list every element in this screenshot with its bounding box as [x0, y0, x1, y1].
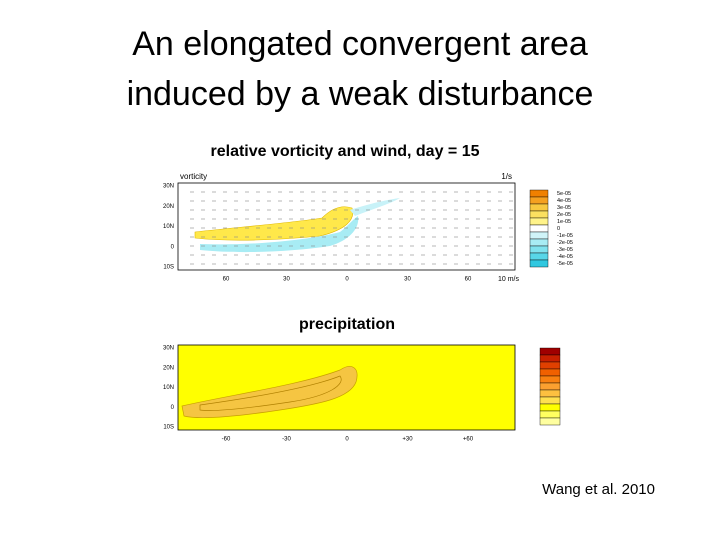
x-tick-label: -60	[222, 437, 231, 443]
colorbar-swatch	[529, 210, 549, 219]
y-tick-label: 10N	[163, 224, 174, 230]
plot-area	[177, 182, 516, 271]
colorbar-label: 3e-05	[557, 205, 571, 211]
colorbar-swatch	[539, 382, 561, 391]
colorbar-label: -4e-05	[557, 254, 573, 260]
colorbar-swatch	[529, 224, 549, 233]
colorbar-swatch	[539, 417, 561, 426]
y-tick-label: 30N	[163, 184, 174, 190]
x-tick-label: 0	[345, 437, 349, 443]
y-tick-label: 10S	[163, 265, 174, 271]
y-tick-label: 20N	[163, 204, 174, 210]
colorbar-swatch	[529, 189, 549, 198]
colorbar-swatch	[529, 231, 549, 240]
colorbar-label: -1e-05	[557, 233, 573, 239]
colorbar-label: -3e-05	[557, 247, 573, 253]
colorbar-swatch	[539, 368, 561, 377]
figure-title: precipitation	[299, 316, 395, 333]
x-tick-label: 0	[345, 277, 349, 283]
colorbar-label: 2e-05	[557, 212, 571, 218]
y-tick-label: 10N	[163, 385, 174, 391]
colorbar-swatch	[539, 389, 561, 398]
title-line: induced by a weak disturbance	[127, 75, 594, 113]
colorbar-label: 5e-05	[557, 191, 571, 197]
colorbar-swatch	[529, 203, 549, 212]
vorticity-positive	[194, 206, 354, 241]
colorbar-swatch	[539, 375, 561, 384]
colorbar-label: -2e-05	[557, 240, 573, 246]
title-line: An elongated convergent area	[132, 25, 588, 63]
colorbar-swatch	[539, 403, 561, 412]
y-tick-label: 0	[171, 244, 175, 250]
colorbar-swatch	[529, 196, 549, 205]
precip-contour	[199, 375, 342, 411]
colorbar-swatch	[529, 245, 549, 254]
vorticity-negative	[200, 216, 359, 253]
variable-label: vorticity	[180, 172, 207, 181]
y-tick-label: 10S	[163, 425, 174, 431]
x-tick-label: 60	[465, 277, 472, 283]
x-tick-label: +30	[402, 437, 413, 443]
colorbar-swatch	[539, 354, 561, 363]
vector-scale: 10 m/s	[498, 276, 520, 283]
colorbar-swatch	[539, 396, 561, 405]
x-tick-label: 60	[223, 277, 230, 283]
precip-contour	[181, 366, 358, 418]
figure-title: relative vorticity and wind, day = 15	[211, 143, 480, 160]
colorbar-swatch	[529, 217, 549, 226]
y-tick-label: 30N	[163, 346, 174, 352]
x-tick-label: 30	[283, 277, 290, 283]
x-tick-label: -30	[282, 437, 291, 443]
colorbar-label: 1e-05	[557, 219, 571, 225]
y-tick-label: 0	[171, 405, 175, 411]
colorbar-swatch	[529, 259, 549, 268]
x-tick-label: +60	[463, 437, 474, 443]
colorbar-swatch	[539, 410, 561, 419]
colorbar-label: 4e-05	[557, 198, 571, 204]
vorticity-negative	[350, 198, 400, 216]
x-tick-label: 30	[404, 277, 411, 283]
colorbar-swatch	[529, 252, 549, 261]
citation: Wang et al. 2010	[542, 481, 655, 498]
colorbar-swatch	[539, 361, 561, 370]
y-tick-label: 20N	[163, 365, 174, 371]
colorbar-swatch	[539, 347, 561, 356]
unit-label: 1/s	[501, 172, 512, 181]
colorbar-swatch	[529, 238, 549, 247]
colorbar-label: -5e-05	[557, 261, 573, 267]
colorbar-label: 0	[557, 226, 560, 232]
